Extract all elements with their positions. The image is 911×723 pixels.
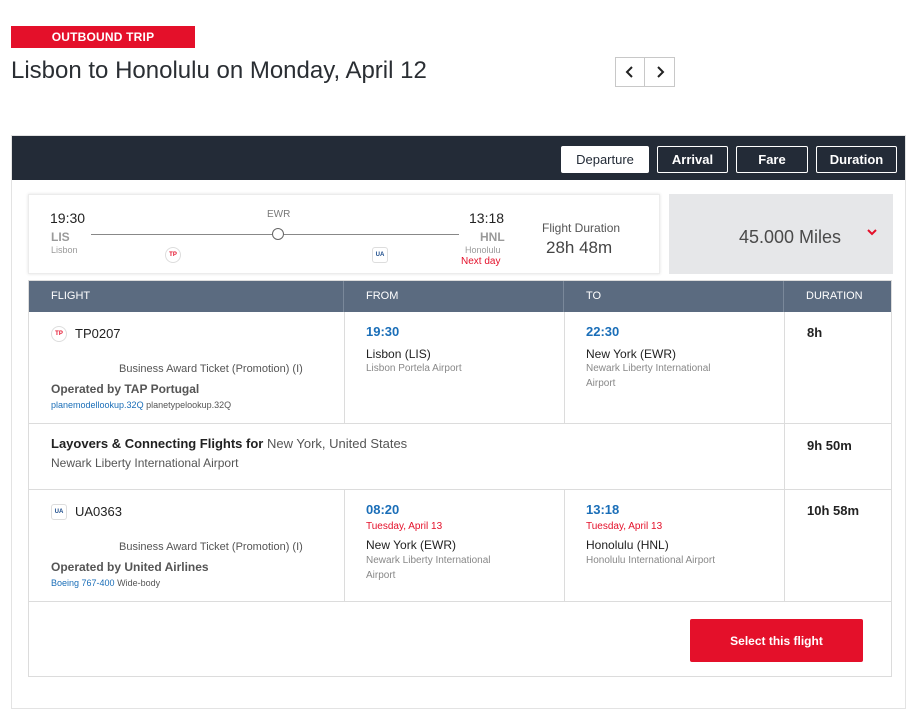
aircraft-info: planemodellookup.32Q planetypelookup.32Q <box>51 400 231 410</box>
layover-row: Layovers & Connecting Flights for New Yo… <box>29 424 891 490</box>
layover-title: Layovers & Connecting Flights for New Yo… <box>51 436 407 451</box>
miles-price-box[interactable]: 45.000 Miles <box>669 194 893 274</box>
chevron-down-icon <box>867 229 877 236</box>
flight-number: TP0207 <box>75 326 121 341</box>
from-city: Lisbon (LIS) <box>366 347 431 361</box>
to-airport-line2: Airport <box>586 378 616 389</box>
select-flight-button[interactable]: Select this flight <box>690 619 863 662</box>
from-airport: Lisbon Portela Airport <box>366 363 462 374</box>
to-date: Tuesday, April 13 <box>586 521 663 532</box>
header-flight: FLIGHT <box>29 281 344 312</box>
layover-airport: Newark Liberty International Airport <box>51 456 239 470</box>
ticket-type: Business Award Ticket (Promotion) (I) <box>119 363 303 375</box>
sort-arrival-button[interactable]: Arrival <box>657 146 728 173</box>
header-from: FROM <box>344 281 564 312</box>
date-nav <box>615 57 675 87</box>
sort-fare-button[interactable]: Fare <box>736 146 808 173</box>
layover-place: New York, United States <box>266 436 408 451</box>
departure-city: Lisbon <box>51 245 78 255</box>
previous-day-button[interactable] <box>615 57 645 87</box>
tap-airline-logo-icon: TP <box>165 247 181 263</box>
flight-summary[interactable]: 19:30 LIS Lisbon EWR TP UA 13:18 HNL Hon… <box>28 194 660 274</box>
next-day-note: Next day <box>461 256 501 267</box>
layover-title-label: Layovers & Connecting Flights for <box>51 436 264 451</box>
arrival-code: HNL <box>480 230 505 244</box>
from-airport: Newark Liberty International <box>366 555 491 566</box>
from-airport-line2: Airport <box>366 570 396 581</box>
arrival-time: 13:18 <box>469 210 505 226</box>
page-title: Lisbon to Honolulu on Monday, April 12 <box>11 57 427 84</box>
chevron-left-icon <box>625 66 633 78</box>
table-row: TP TP0207 Business Award Ticket (Promoti… <box>29 312 891 424</box>
to-time: 22:30 <box>586 324 620 339</box>
flight-details-table: FLIGHT FROM TO DURATION TP TP0207 Busine… <box>28 280 892 677</box>
to-time: 13:18 <box>586 502 620 517</box>
operated-by: Operated by United Airlines <box>51 560 209 574</box>
stop-marker <box>272 228 284 240</box>
departure-time: 19:30 <box>50 210 86 226</box>
table-row: UA UA0363 Business Award Ticket (Promoti… <box>29 490 891 602</box>
arrival-city: Honolulu <box>465 245 501 255</box>
from-time: 19:30 <box>366 324 400 339</box>
aircraft-type: Wide-body <box>117 578 161 588</box>
table-header: FLIGHT FROM TO DURATION <box>29 281 891 312</box>
from-date: Tuesday, April 13 <box>366 521 443 532</box>
aircraft-model-link[interactable]: Boeing 767-400 <box>51 578 115 588</box>
chevron-right-icon <box>656 66 664 78</box>
flight-result-panel: Departure Arrival Fare Duration 19:30 LI… <box>11 135 906 709</box>
layover-duration: 9h 50m <box>807 438 852 453</box>
to-city: New York (EWR) <box>586 347 677 361</box>
flight-number: UA0363 <box>75 504 122 519</box>
sort-duration-button[interactable]: Duration <box>816 146 897 173</box>
united-airline-logo-icon: UA <box>372 247 388 263</box>
from-time: 08:20 <box>366 502 400 517</box>
to-city: Honolulu (HNL) <box>586 538 669 552</box>
segment-duration: 10h 58m <box>807 503 860 518</box>
aircraft-info: Boeing 767-400 Wide-body <box>51 578 160 588</box>
flight-duration-label: Flight Duration <box>542 221 621 235</box>
miles-price: 45.000 Miles <box>739 227 842 247</box>
sort-bar: Departure Arrival Fare Duration <box>12 136 905 180</box>
aircraft-model-link[interactable]: planemodellookup.32Q <box>51 400 144 410</box>
operated-by: Operated by TAP Portugal <box>51 382 200 396</box>
stop-code: EWR <box>267 209 291 220</box>
flight-duration-value: 28h 48m <box>546 238 613 257</box>
segment-duration: 8h <box>807 325 823 340</box>
header-to: TO <box>564 281 784 312</box>
next-day-button[interactable] <box>645 57 675 87</box>
to-airport: Honolulu International Airport <box>586 555 715 566</box>
aircraft-type: planetypelookup.32Q <box>146 400 232 410</box>
outbound-trip-badge: OUTBOUND TRIP <box>11 26 195 48</box>
tap-airline-logo-icon: TP <box>51 326 67 342</box>
header-duration: DURATION <box>806 290 863 302</box>
to-airport: Newark Liberty International <box>586 363 711 374</box>
sort-departure-button[interactable]: Departure <box>561 146 649 173</box>
from-city: New York (EWR) <box>366 538 457 552</box>
departure-code: LIS <box>51 230 70 244</box>
united-airline-logo-icon: UA <box>51 504 67 520</box>
ticket-type: Business Award Ticket (Promotion) (I) <box>119 541 303 553</box>
